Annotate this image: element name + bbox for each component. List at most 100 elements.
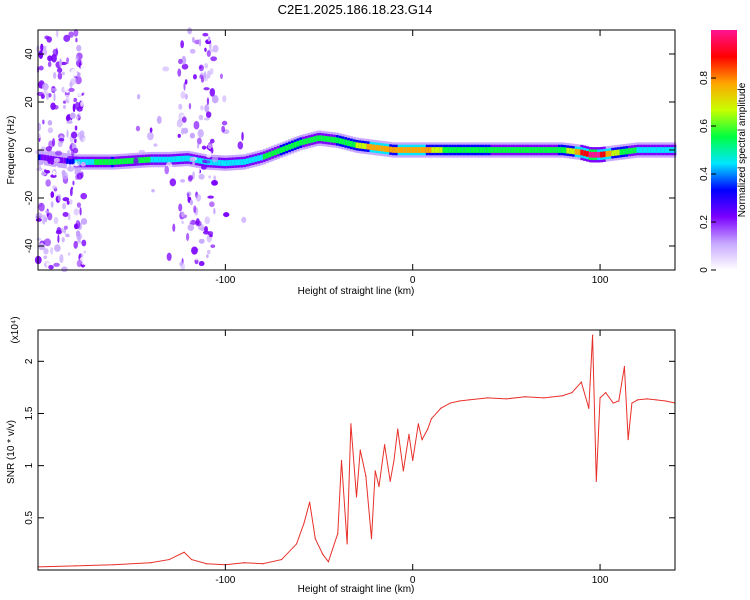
colorbar-tick-label: 0.4 — [699, 167, 710, 181]
spectrogram-noise-cell — [43, 45, 47, 50]
snr-data-point — [149, 562, 152, 564]
spectrogram-noise-cell — [44, 238, 51, 247]
spectrogram-cell — [167, 156, 171, 163]
spectrogram-noise-cell — [45, 146, 52, 152]
spectrogram-noise-cell — [209, 68, 214, 75]
spectrogram-noise-cell — [43, 255, 48, 260]
spectrogram-noise-cell — [61, 71, 65, 76]
spectrogram-noise-cell — [249, 240, 256, 249]
spectrogram-noise-cell — [201, 165, 207, 170]
spectrogram-y-tick-label: 40 — [24, 48, 35, 60]
spectrogram-cell — [172, 156, 176, 163]
spectrogram-cell — [583, 150, 587, 157]
snr-data-point — [374, 470, 376, 472]
spectrogram-cell — [442, 147, 446, 153]
spectrogram-cell — [633, 147, 637, 154]
spectrogram-noise-cell — [72, 147, 79, 154]
spectrogram-noise-cell — [209, 88, 216, 97]
snr-data-point — [243, 562, 245, 564]
spectrogram-cell — [147, 156, 151, 163]
snr-data-point — [303, 522, 305, 524]
snr-data-point — [505, 398, 507, 400]
spectrogram-panel: -100 0 100 -40 -20 0 20 40 Height of straight … — [6, 27, 677, 297]
spectrogram-noise-cell — [200, 105, 204, 111]
spectrogram-cell — [111, 159, 115, 165]
spectrogram-noise-cell — [180, 40, 184, 49]
spectrogram-noise-cell — [204, 160, 211, 164]
spectrogram-noise-cell — [55, 150, 62, 156]
spectrogram-noise-cell — [181, 211, 185, 218]
spectrogram-noise-cell — [70, 186, 74, 190]
spectrogram-noise-cell — [75, 115, 79, 125]
spectrogram-noise-cell — [221, 120, 228, 126]
spectrogram-x-tick-label: 0 — [410, 275, 416, 286]
spectrogram-noise-cell — [212, 44, 219, 53]
spectrogram-noise-cell — [72, 180, 75, 186]
spectrogram-noise-cell — [213, 207, 216, 215]
spectrogram-noise-cell — [67, 155, 74, 160]
spectrogram-noise-cell — [195, 218, 200, 226]
spectrogram-noise-cell — [61, 86, 66, 93]
spectrogram-noise-cell — [76, 139, 82, 146]
spectrogram-cell — [437, 147, 441, 153]
snr-series — [37, 334, 676, 568]
spectrogram-noise-cell — [48, 111, 51, 115]
spectrogram-cell — [602, 151, 606, 158]
snr-data-point — [280, 558, 283, 561]
snr-data-point — [337, 532, 339, 535]
spectrogram-cell — [597, 151, 601, 158]
snr-x-tick-label: 0 — [410, 575, 416, 586]
snr-data-point — [646, 398, 648, 400]
snr-data-point — [206, 563, 208, 565]
spectrogram-noise-cell — [67, 45, 74, 52]
spectrogram-cell — [448, 147, 452, 153]
spectrogram-cell — [566, 147, 570, 154]
spectrogram-cell — [251, 156, 255, 163]
spectrogram-cell — [324, 136, 328, 142]
snr-data-point — [631, 402, 633, 404]
spectrogram-noise-cell — [203, 87, 210, 91]
spectrogram-noise-cell — [66, 129, 69, 138]
spectrogram-noise-cell — [57, 72, 63, 80]
spectrogram-cell — [164, 156, 168, 163]
spectrogram-noise-cell — [177, 133, 181, 138]
spectrogram-cell — [659, 147, 663, 153]
spectrogram-cell — [288, 144, 292, 150]
spectrogram-noise-cell — [50, 201, 54, 208]
spectrogram-noise-cell — [222, 95, 227, 103]
spectrogram-cell — [630, 147, 635, 154]
spectrogram-noise-cell — [50, 247, 54, 255]
spectrogram-cell — [541, 147, 545, 153]
spectrogram-noise-cell — [189, 156, 196, 162]
spectrogram-noise-cell — [199, 74, 204, 79]
spectrogram-noise-cell — [79, 207, 82, 216]
spectrogram-noise-cell — [134, 200, 139, 205]
spectrogram-cell — [319, 135, 323, 142]
colorbar-gradient — [711, 30, 737, 270]
spectrogram-cell — [420, 147, 424, 153]
spectrogram-cell — [186, 155, 191, 162]
spectrogram-noise-cell — [47, 55, 53, 62]
spectrogram-cell — [327, 136, 331, 143]
snr-data-point — [449, 402, 451, 404]
spectrogram-noise-cell — [149, 127, 153, 133]
spectrogram-cell — [580, 149, 584, 156]
spectrogram-cell — [425, 147, 429, 153]
spectrogram-noise-cell — [181, 63, 189, 70]
snr-data-point — [359, 449, 361, 451]
spectrogram-cell — [453, 147, 458, 153]
spectrogram-cell — [195, 157, 199, 163]
spectrogram-noise-cell — [189, 199, 194, 206]
spectrogram-cell — [608, 150, 612, 157]
snr-data-point — [393, 459, 395, 462]
spectrogram-cell — [82, 159, 87, 165]
spectrogram-noise-cell — [194, 96, 202, 104]
spectrogram-noise-cell — [197, 143, 200, 149]
spectrogram-noise-cell — [59, 254, 64, 263]
spectrogram-noise-cell — [206, 206, 212, 214]
spectrogram-noise-cell — [47, 120, 53, 126]
spectrogram-noise-cell — [186, 192, 190, 199]
spectrogram-noise-cell — [200, 82, 206, 88]
spectrogram-cell — [116, 158, 120, 165]
snr-data-point — [346, 543, 348, 545]
